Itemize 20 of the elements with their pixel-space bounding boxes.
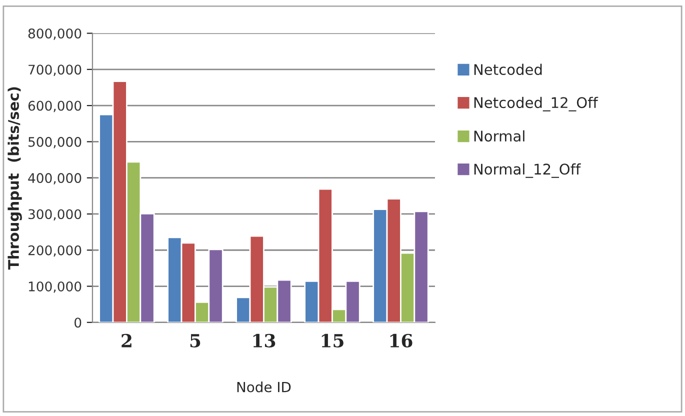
y-tick-label: 0 <box>74 318 82 328</box>
y-tick-label: 100,000 <box>28 281 82 293</box>
x-tick-label: 15 <box>322 334 344 348</box>
legend-label: Normal_12_Off <box>474 163 581 178</box>
y-tick-label: 800,000 <box>28 28 82 40</box>
x-tick-label: 5 <box>190 334 200 348</box>
y-axis-title: Throughput (bits/sec) <box>8 87 22 270</box>
x-tick-label: 2 <box>122 334 132 348</box>
y-tick-label: 700,000 <box>28 64 82 76</box>
legend-label: Netcoded <box>474 64 542 76</box>
legend-label: Normal <box>474 130 524 142</box>
x-axis-title: Node ID <box>237 382 291 392</box>
legend-label: Netcoded_12_Off <box>474 96 598 112</box>
x-tick-label: 13 <box>253 334 276 348</box>
y-tick-label: 200,000 <box>28 245 82 257</box>
y-tick-label: 400,000 <box>28 173 82 184</box>
y-tick-label: 600,000 <box>28 100 82 112</box>
y-tick-label: 500,000 <box>28 136 82 148</box>
y-tick-label: 300,000 <box>28 209 82 221</box>
x-tick-label: 16 <box>390 334 412 348</box>
